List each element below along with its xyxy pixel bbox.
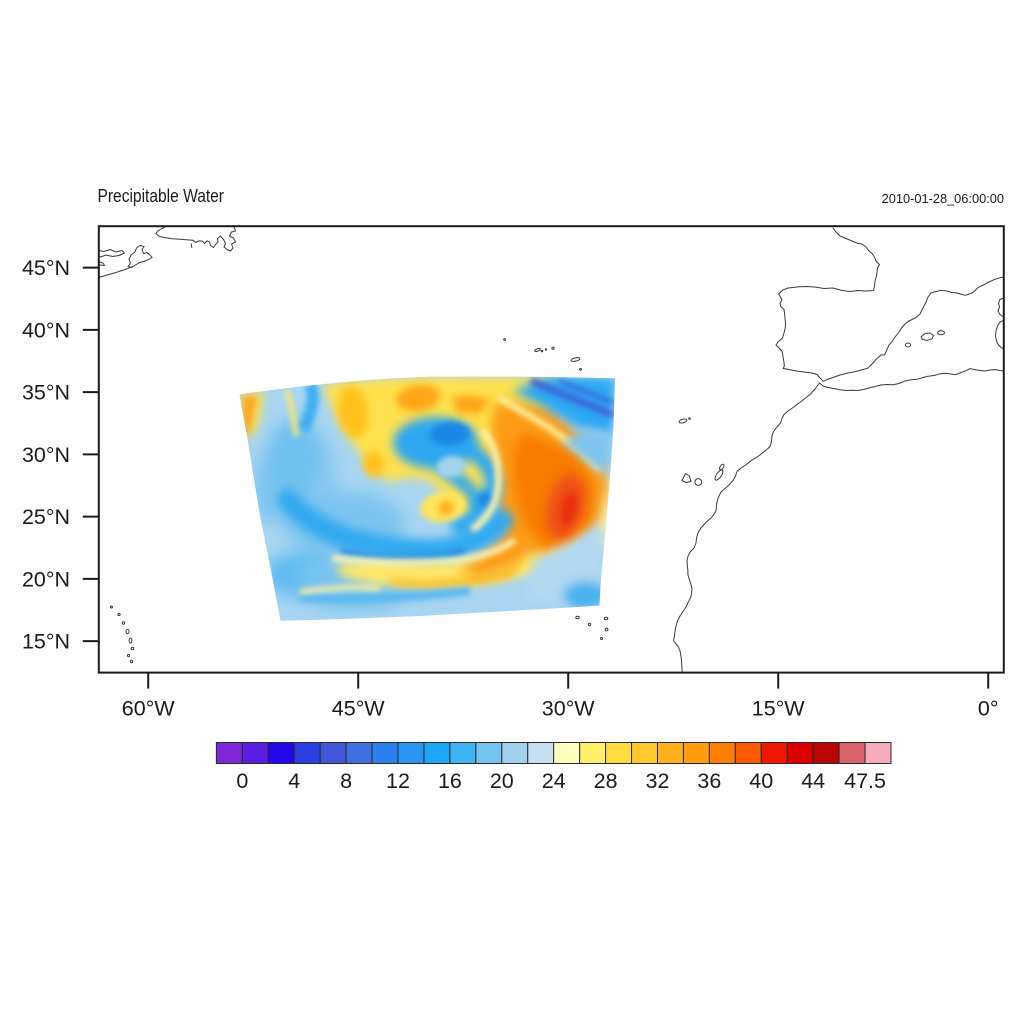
svg-text:15°N: 15°N <box>22 630 70 654</box>
svg-text:35°N: 35°N <box>22 381 70 405</box>
svg-text:0: 0 <box>236 769 248 793</box>
svg-text:Precipitable Water: Precipitable Water <box>98 185 225 206</box>
svg-text:32: 32 <box>646 769 670 793</box>
svg-text:24: 24 <box>542 769 566 793</box>
svg-text:12: 12 <box>386 769 410 793</box>
svg-text:60°W: 60°W <box>122 697 176 721</box>
svg-text:20: 20 <box>490 769 514 793</box>
svg-text:36: 36 <box>697 769 721 793</box>
svg-text:0°: 0° <box>978 697 999 721</box>
svg-text:8: 8 <box>340 769 352 793</box>
svg-text:15°W: 15°W <box>752 697 806 721</box>
svg-text:20°N: 20°N <box>22 568 70 592</box>
svg-text:30°N: 30°N <box>22 443 70 467</box>
svg-text:28: 28 <box>594 769 618 793</box>
svg-text:40: 40 <box>749 769 773 793</box>
svg-text:16: 16 <box>438 769 462 793</box>
svg-text:30°W: 30°W <box>542 697 596 721</box>
svg-text:40°N: 40°N <box>22 319 70 343</box>
svg-text:44: 44 <box>801 769 825 793</box>
svg-text:47.5: 47.5 <box>844 769 886 793</box>
svg-text:4: 4 <box>288 769 300 793</box>
svg-text:2010-01-28_06:00:00: 2010-01-28_06:00:00 <box>882 191 1004 206</box>
svg-text:45°W: 45°W <box>332 697 386 721</box>
svg-text:45°N: 45°N <box>22 256 70 280</box>
svg-text:25°N: 25°N <box>22 505 70 529</box>
